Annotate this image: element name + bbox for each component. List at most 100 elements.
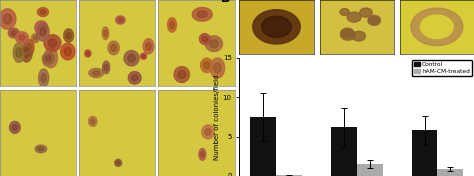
Polygon shape — [115, 159, 122, 166]
Polygon shape — [146, 43, 151, 50]
Polygon shape — [174, 67, 190, 82]
Polygon shape — [420, 15, 453, 39]
Polygon shape — [33, 36, 37, 40]
Polygon shape — [38, 147, 44, 151]
Polygon shape — [210, 40, 218, 48]
Polygon shape — [128, 72, 141, 84]
Polygon shape — [131, 75, 138, 81]
Polygon shape — [116, 16, 125, 24]
Polygon shape — [23, 49, 29, 58]
Polygon shape — [104, 30, 107, 36]
Polygon shape — [22, 45, 31, 54]
Polygon shape — [11, 31, 17, 35]
Polygon shape — [19, 35, 25, 40]
Polygon shape — [46, 58, 50, 64]
Bar — [250, 117, 276, 176]
Polygon shape — [16, 48, 21, 58]
Polygon shape — [201, 151, 204, 157]
Polygon shape — [85, 50, 91, 57]
Polygon shape — [202, 125, 214, 139]
Polygon shape — [61, 43, 75, 60]
Polygon shape — [170, 21, 174, 29]
Polygon shape — [24, 39, 34, 56]
Polygon shape — [368, 17, 380, 25]
Bar — [438, 169, 463, 176]
Polygon shape — [48, 39, 57, 47]
Polygon shape — [35, 145, 46, 153]
Polygon shape — [92, 71, 100, 75]
Polygon shape — [41, 73, 46, 82]
Polygon shape — [262, 16, 292, 37]
Bar — [356, 164, 383, 176]
Polygon shape — [27, 44, 32, 52]
Polygon shape — [200, 33, 210, 44]
Polygon shape — [0, 9, 16, 29]
Polygon shape — [411, 8, 463, 46]
Y-axis label: Number of colonies/field: Number of colonies/field — [214, 74, 220, 160]
Polygon shape — [89, 117, 97, 126]
Polygon shape — [44, 35, 61, 51]
Polygon shape — [24, 47, 28, 52]
Polygon shape — [20, 44, 32, 62]
Polygon shape — [37, 8, 48, 16]
Polygon shape — [140, 53, 146, 59]
Polygon shape — [12, 124, 18, 130]
Polygon shape — [91, 119, 95, 124]
Polygon shape — [124, 51, 139, 66]
Polygon shape — [340, 9, 349, 15]
Polygon shape — [16, 32, 28, 43]
Polygon shape — [117, 161, 120, 165]
Polygon shape — [103, 61, 109, 74]
Polygon shape — [341, 28, 354, 38]
Polygon shape — [64, 48, 72, 56]
Polygon shape — [128, 54, 135, 62]
Polygon shape — [143, 39, 154, 54]
Polygon shape — [167, 18, 176, 32]
Polygon shape — [253, 10, 300, 44]
Polygon shape — [197, 11, 207, 18]
Polygon shape — [202, 36, 207, 42]
Polygon shape — [204, 62, 210, 69]
Text: B: B — [221, 0, 230, 5]
Polygon shape — [192, 7, 212, 21]
Polygon shape — [347, 12, 361, 22]
Polygon shape — [64, 29, 73, 42]
Polygon shape — [46, 56, 51, 61]
Polygon shape — [102, 27, 109, 39]
Polygon shape — [8, 28, 19, 38]
Polygon shape — [40, 27, 46, 37]
Legend: Control, hAM-CM-treated: Control, hAM-CM-treated — [411, 60, 472, 76]
Polygon shape — [47, 53, 54, 63]
Polygon shape — [86, 52, 90, 55]
Polygon shape — [368, 15, 380, 24]
Polygon shape — [42, 53, 55, 64]
Polygon shape — [341, 30, 355, 40]
Polygon shape — [35, 21, 47, 34]
Polygon shape — [13, 43, 24, 62]
Polygon shape — [66, 32, 71, 39]
Polygon shape — [360, 8, 372, 17]
Polygon shape — [38, 69, 49, 87]
Polygon shape — [111, 45, 117, 51]
Polygon shape — [3, 14, 12, 24]
Bar — [411, 130, 438, 176]
Polygon shape — [38, 24, 45, 31]
Polygon shape — [44, 48, 57, 68]
Polygon shape — [36, 23, 49, 41]
Polygon shape — [108, 41, 119, 55]
Polygon shape — [205, 128, 211, 135]
Polygon shape — [210, 58, 225, 78]
Polygon shape — [205, 36, 222, 52]
Polygon shape — [40, 10, 46, 14]
Polygon shape — [43, 56, 53, 66]
Polygon shape — [214, 63, 221, 73]
Polygon shape — [178, 71, 186, 78]
Bar — [276, 175, 302, 176]
Polygon shape — [142, 55, 145, 58]
Polygon shape — [199, 149, 206, 160]
Polygon shape — [118, 18, 123, 22]
Polygon shape — [104, 64, 108, 71]
Polygon shape — [89, 68, 103, 78]
Polygon shape — [201, 58, 213, 73]
Polygon shape — [9, 121, 20, 133]
